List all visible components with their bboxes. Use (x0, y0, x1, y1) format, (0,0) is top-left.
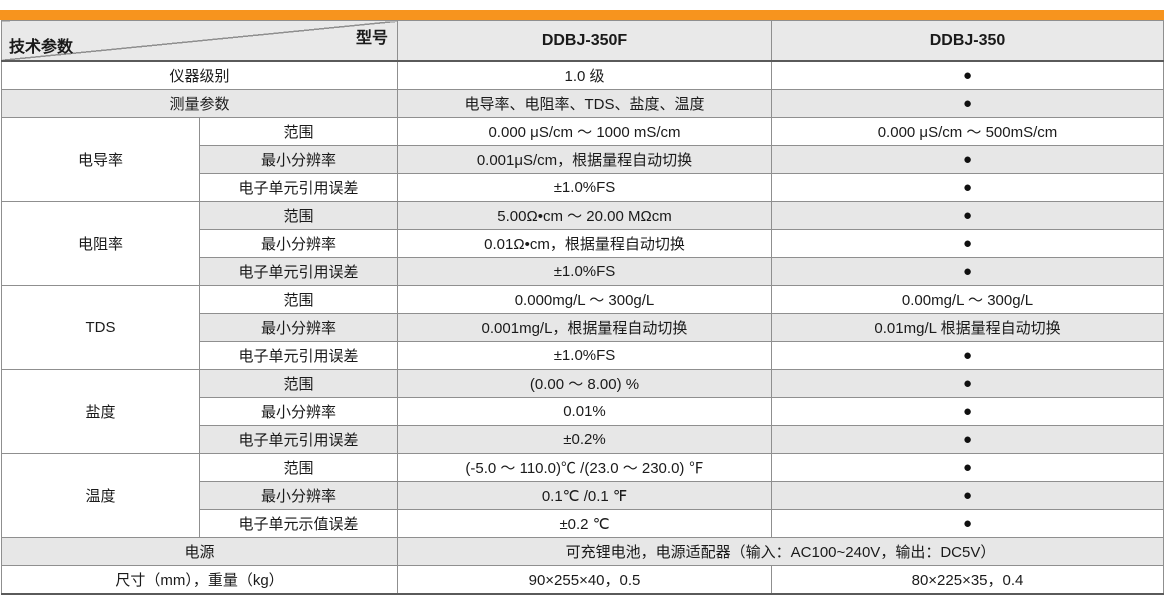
value-ddbj-350: ● (771, 341, 1164, 370)
header-row: 型号 技术参数 DDBJ-350F DDBJ-350 (1, 20, 1164, 62)
value-ddbj-350f: 0.1℃ /0.1 ℉ (397, 481, 772, 510)
value-ddbj-350: ● (771, 229, 1164, 258)
value-ddbj-350f: (-5.0 ～ 110.0)℃ /(23.0 ～ 230.0) ℉ (397, 453, 772, 482)
diagonal-header-cell: 型号 技术参数 (1, 20, 398, 62)
param-label: 最小分辨率 (199, 481, 398, 510)
value-ddbj-350: ● (771, 397, 1164, 426)
accent-bar (0, 10, 1164, 20)
param-label: 范围 (199, 201, 398, 230)
value-ddbj-350f: ±1.0%FS (397, 173, 772, 202)
value-ddbj-350: 0.000 μS/cm ～ 500mS/cm (771, 117, 1164, 146)
value-ddbj-350: ● (771, 201, 1164, 230)
row-dimensions-weight: 尺寸（mm），重量（kg） 90×255×40，0.5 80×225×35，0.… (1, 565, 1164, 595)
param-label: 最小分辨率 (199, 145, 398, 174)
param-label: 最小分辨率 (199, 397, 398, 426)
value-ddbj-350: ● (771, 481, 1164, 510)
value-ddbj-350f: (0.00 ～ 8.00) % (397, 369, 772, 398)
row-conductivity-range: 电导率 范围 0.000 μS/cm ～ 1000 mS/cm 0.000 μS… (1, 117, 1164, 202)
param-label: 范围 (199, 117, 398, 146)
group-label-tds: TDS (1, 285, 200, 370)
param-label: 电子单元示值误差 (199, 509, 398, 538)
param-label: 最小分辨率 (199, 313, 398, 342)
row-label: 尺寸（mm），重量（kg） (1, 565, 398, 595)
row-salinity-error: 电子单元引用误差 ±0.2% ● (2, 425, 1164, 454)
row-salinity-range: 盐度 范围 (0.00 ～ 8.00) % ● (1, 369, 1164, 454)
row-measured-params: 测量参数 电导率、电阻率、TDS、盐度、温度 ● (1, 89, 1164, 118)
param-label: 范围 (199, 285, 398, 314)
row-resistivity-resolution: 最小分辨率 0.01Ω•cm，根据量程自动切换 ● (2, 229, 1164, 258)
group-label-resistivity: 电阻率 (1, 201, 200, 286)
value-ddbj-350f: ±1.0%FS (397, 257, 772, 286)
param-label: 最小分辨率 (199, 229, 398, 258)
param-label: 电子单元引用误差 (199, 257, 398, 286)
value-ddbj-350: ● (771, 145, 1164, 174)
value-ddbj-350f: 1.0 级 (397, 60, 772, 90)
value-ddbj-350f: 0.000mg/L ～ 300g/L (397, 285, 772, 314)
value-ddbj-350f: 0.000 μS/cm ～ 1000 mS/cm (397, 117, 772, 146)
value-ddbj-350: ● (771, 425, 1164, 454)
value-ddbj-350f: 0.001μS/cm，根据量程自动切换 (397, 145, 772, 174)
value-ddbj-350f: 5.00Ω•cm ～ 20.00 MΩcm (397, 201, 772, 230)
value-ddbj-350: ● (771, 60, 1164, 90)
spec-table: 型号 技术参数 DDBJ-350F DDBJ-350 仪器级别 1.0 级 ● … (1, 20, 1164, 595)
header-model-label: 型号 (355, 30, 388, 47)
value-ddbj-350f: ±0.2 ℃ (397, 509, 772, 538)
group-label-salinity: 盐度 (1, 369, 200, 454)
param-label: 电子单元引用误差 (199, 173, 398, 202)
value-ddbj-350f: 0.01% (397, 397, 772, 426)
param-label: 电子单元引用误差 (199, 425, 398, 454)
value-ddbj-350f: 0.001mg/L，根据量程自动切换 (397, 313, 772, 342)
value-ddbj-350f: 0.01Ω•cm，根据量程自动切换 (397, 229, 772, 258)
row-resistivity-range: 电阻率 范围 5.00Ω•cm ～ 20.00 MΩcm ● (1, 201, 1164, 286)
header-model-ddbj-350f: DDBJ-350F (397, 20, 772, 62)
row-temperature-range: 温度 范围 (-5.0 ～ 110.0)℃ /(23.0 ～ 230.0) ℉ … (1, 453, 1164, 538)
row-label: 测量参数 (1, 89, 398, 118)
value-ddbj-350f: ±0.2% (397, 425, 772, 454)
row-temperature-resolution: 最小分辨率 0.1℃ /0.1 ℉ ● (2, 481, 1164, 510)
row-conductivity-resolution: 最小分辨率 0.001μS/cm，根据量程自动切换 ● (2, 145, 1164, 174)
value-ddbj-350: 80×225×35，0.4 (771, 565, 1164, 595)
group-label-conductivity: 电导率 (1, 117, 200, 202)
value-ddbj-350f: 电导率、电阻率、TDS、盐度、温度 (397, 89, 772, 118)
value-ddbj-350: ● (771, 173, 1164, 202)
row-label: 电源 (1, 537, 398, 566)
value-ddbj-350: ● (771, 89, 1164, 118)
value-ddbj-350: ● (771, 369, 1164, 398)
value-ddbj-350f: ±1.0%FS (397, 341, 772, 370)
row-tds-resolution: 最小分辨率 0.001mg/L，根据量程自动切换 0.01mg/L 根据量程自动… (2, 313, 1164, 342)
row-tds-range: TDS 范围 0.000mg/L ～ 300g/L 0.00mg/L ～ 300… (1, 285, 1164, 370)
value-ddbj-350f: 90×255×40，0.5 (397, 565, 772, 595)
header-model-ddbj-350: DDBJ-350 (771, 20, 1164, 62)
row-salinity-resolution: 最小分辨率 0.01% ● (2, 397, 1164, 426)
power-value: 可充锂电池，电源适配器（输入：AC100~240V，输出：DC5V） (397, 537, 1164, 566)
row-temperature-error: 电子单元示值误差 ±0.2 ℃ ● (2, 509, 1164, 538)
header-params-label: 技术参数 (9, 39, 74, 56)
param-label: 范围 (199, 369, 398, 398)
param-label: 范围 (199, 453, 398, 482)
value-ddbj-350: 0.00mg/L ～ 300g/L (771, 285, 1164, 314)
param-label: 电子单元引用误差 (199, 341, 398, 370)
value-ddbj-350: 0.01mg/L 根据量程自动切换 (771, 313, 1164, 342)
row-tds-error: 电子单元引用误差 ±1.0%FS ● (2, 341, 1164, 370)
row-conductivity-error: 电子单元引用误差 ±1.0%FS ● (2, 173, 1164, 202)
group-label-temperature: 温度 (1, 453, 200, 538)
row-resistivity-error: 电子单元引用误差 ±1.0%FS ● (2, 257, 1164, 286)
row-label: 仪器级别 (1, 60, 398, 90)
row-power: 电源 可充锂电池，电源适配器（输入：AC100~240V，输出：DC5V） (1, 537, 1164, 566)
value-ddbj-350: ● (771, 257, 1164, 286)
value-ddbj-350: ● (771, 453, 1164, 482)
value-ddbj-350: ● (771, 509, 1164, 538)
row-instrument-level: 仪器级别 1.0 级 ● (1, 60, 1164, 90)
